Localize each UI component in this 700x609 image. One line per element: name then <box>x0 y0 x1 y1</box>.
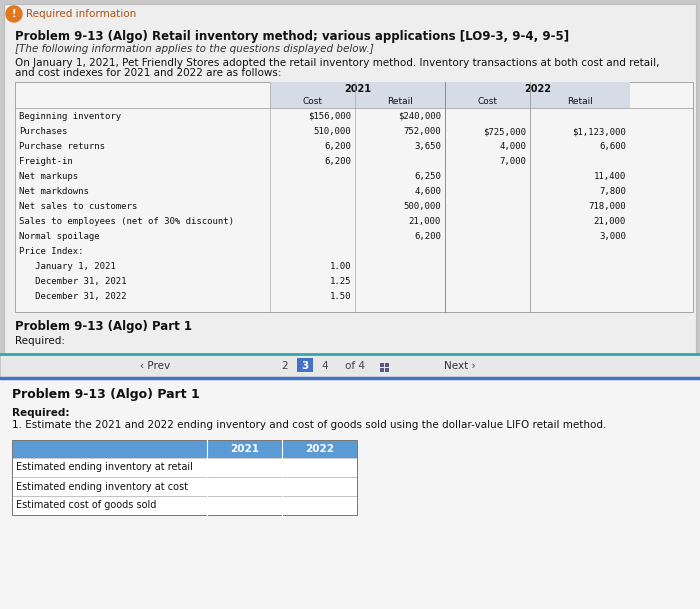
Text: $1,123,000: $1,123,000 <box>573 127 626 136</box>
Text: 718,000: 718,000 <box>589 202 626 211</box>
Bar <box>12 440 357 458</box>
Bar <box>270 82 630 96</box>
Text: Purchase returns: Purchase returns <box>19 142 105 151</box>
Text: 21,000: 21,000 <box>409 217 441 226</box>
Text: !: ! <box>12 9 16 19</box>
Bar <box>0 378 700 609</box>
Bar <box>12 440 357 515</box>
Text: and cost indexes for 2021 and 2022 are as follows:: and cost indexes for 2021 and 2022 are a… <box>15 68 281 78</box>
Text: $725,000: $725,000 <box>483 127 526 136</box>
Text: 1.50: 1.50 <box>330 292 351 301</box>
Text: 7,800: 7,800 <box>599 187 626 196</box>
Text: Next ›: Next › <box>444 361 476 371</box>
Bar <box>12 496 357 515</box>
Text: Estimated ending inventory at cost: Estimated ending inventory at cost <box>16 482 188 491</box>
Text: 1.25: 1.25 <box>330 277 351 286</box>
Text: ‹ Prev: ‹ Prev <box>140 361 170 371</box>
Text: 4,600: 4,600 <box>414 187 441 196</box>
Circle shape <box>6 6 22 22</box>
Bar <box>0 354 700 378</box>
Text: $156,000: $156,000 <box>308 112 351 121</box>
Text: 2021: 2021 <box>344 84 371 94</box>
Text: Normal spoilage: Normal spoilage <box>19 232 99 241</box>
Text: 510,000: 510,000 <box>314 127 351 136</box>
Text: Net markdowns: Net markdowns <box>19 187 89 196</box>
Text: Beginning inventory: Beginning inventory <box>19 112 121 121</box>
Bar <box>385 368 389 371</box>
Text: 2022: 2022 <box>524 84 551 94</box>
Text: December 31, 2022: December 31, 2022 <box>19 292 127 301</box>
Text: 6,200: 6,200 <box>324 157 351 166</box>
Text: 1.00: 1.00 <box>330 262 351 271</box>
Text: Required:: Required: <box>12 408 69 418</box>
Text: 6,600: 6,600 <box>599 142 626 151</box>
Bar <box>15 82 693 312</box>
Text: Freight-in: Freight-in <box>19 157 73 166</box>
Text: 2022: 2022 <box>305 444 334 454</box>
Bar <box>4 4 696 404</box>
Text: Net sales to customers: Net sales to customers <box>19 202 137 211</box>
Text: January 1, 2021: January 1, 2021 <box>19 262 116 271</box>
Text: Cost: Cost <box>302 97 323 107</box>
Text: 11,400: 11,400 <box>594 172 626 181</box>
Text: On January 1, 2021, Pet Friendly Stores adopted the retail inventory method. Inv: On January 1, 2021, Pet Friendly Stores … <box>15 58 659 68</box>
Text: Problem 9-13 (Algo) Part 1: Problem 9-13 (Algo) Part 1 <box>12 388 199 401</box>
Text: 3,000: 3,000 <box>599 232 626 241</box>
Text: Cost: Cost <box>477 97 498 107</box>
Text: Net markups: Net markups <box>19 172 78 181</box>
Text: Problem 9-13 (Algo) Retail inventory method; various applications [LO9-3, 9-4, 9: Problem 9-13 (Algo) Retail inventory met… <box>15 30 569 43</box>
Bar <box>385 363 389 367</box>
Text: 500,000: 500,000 <box>403 202 441 211</box>
Bar <box>380 363 384 367</box>
Text: Retail: Retail <box>567 97 593 107</box>
Text: Required information: Required information <box>26 9 136 19</box>
Bar <box>380 368 384 371</box>
Text: Sales to employees (net of 30% discount): Sales to employees (net of 30% discount) <box>19 217 234 226</box>
Bar <box>12 477 357 496</box>
Text: 2021: 2021 <box>230 444 259 454</box>
Text: 2: 2 <box>281 361 288 371</box>
Text: Estimated ending inventory at retail: Estimated ending inventory at retail <box>16 462 193 473</box>
Text: 752,000: 752,000 <box>403 127 441 136</box>
Text: 7,000: 7,000 <box>499 157 526 166</box>
Text: 6,200: 6,200 <box>324 142 351 151</box>
Text: Estimated cost of goods sold: Estimated cost of goods sold <box>16 501 156 510</box>
Text: 6,250: 6,250 <box>414 172 441 181</box>
Text: Price Index:: Price Index: <box>19 247 83 256</box>
Text: 6,200: 6,200 <box>414 232 441 241</box>
Text: 4: 4 <box>322 361 328 371</box>
Text: of 4: of 4 <box>345 361 365 371</box>
Text: Retail: Retail <box>387 97 413 107</box>
Text: Problem 9-13 (Algo) Part 1: Problem 9-13 (Algo) Part 1 <box>15 320 192 333</box>
Text: 3,650: 3,650 <box>414 142 441 151</box>
Bar <box>270 96 630 108</box>
Text: 3: 3 <box>302 361 309 371</box>
Bar <box>12 458 357 477</box>
Bar <box>297 358 313 372</box>
Text: Purchases: Purchases <box>19 127 67 136</box>
Text: December 31, 2021: December 31, 2021 <box>19 277 127 286</box>
Text: 21,000: 21,000 <box>594 217 626 226</box>
Text: $240,000: $240,000 <box>398 112 441 121</box>
Text: 4,000: 4,000 <box>499 142 526 151</box>
Text: 1. Estimate the 2021 and 2022 ending inventory and cost of goods sold using the : 1. Estimate the 2021 and 2022 ending inv… <box>12 420 606 430</box>
Text: [The following information applies to the questions displayed below.]: [The following information applies to th… <box>15 44 374 54</box>
Text: Required:: Required: <box>15 336 65 346</box>
